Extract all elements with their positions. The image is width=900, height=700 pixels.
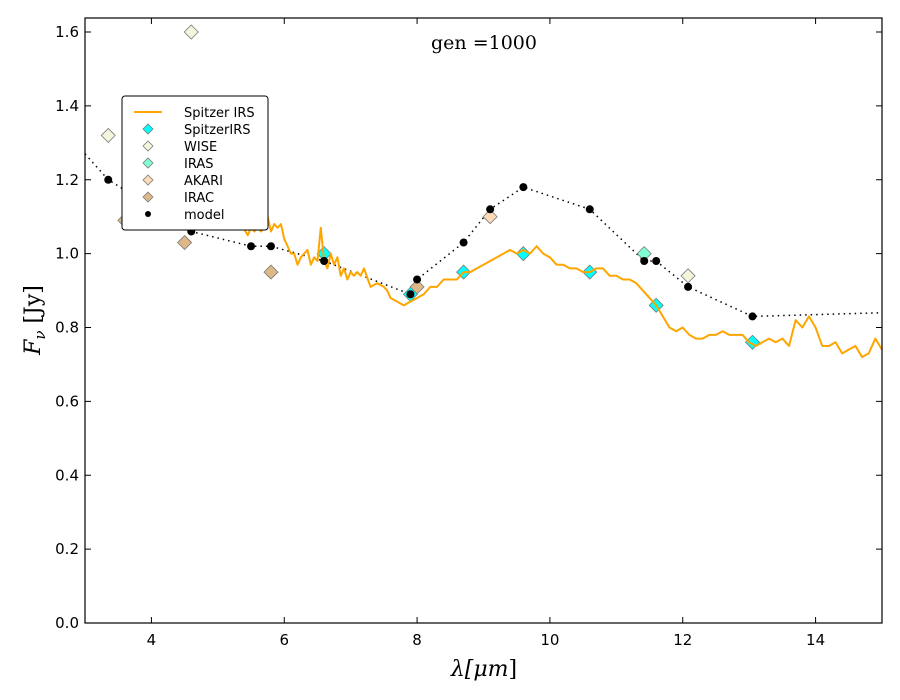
legend-label: IRAS <box>184 157 214 172</box>
axis-ticks: 4 6 8 10 12 14 0.0 0.2 0.4 0.6 0.8 1.0 1.2 1.4 1.6 <box>55 18 882 649</box>
x-tick-label: 8 <box>412 631 422 649</box>
model-point <box>652 257 661 266</box>
x-tick-label: 6 <box>279 631 289 649</box>
y-axis-title-main: F <box>21 339 46 356</box>
model-point <box>413 275 422 284</box>
irac-point <box>177 234 193 251</box>
model-point <box>748 312 757 321</box>
legend-diamond-swatch <box>142 140 154 152</box>
model-point <box>406 290 415 299</box>
wise-point <box>100 127 116 143</box>
model-point <box>519 183 528 192</box>
y-axis-title: Fν [Jy] <box>21 285 49 356</box>
x-axis-title-unit: μm <box>473 657 508 682</box>
y-tick-label: 0.6 <box>55 392 79 410</box>
y-tick-label: 0.2 <box>55 540 79 558</box>
legend-label: IRAC <box>184 191 214 206</box>
legend-diamond-swatch <box>142 123 154 135</box>
model-point <box>640 257 649 266</box>
x-tick-label: 10 <box>540 631 559 649</box>
x-tick-label: 4 <box>147 631 157 649</box>
legend-label: model <box>184 208 224 223</box>
model-point <box>320 257 329 266</box>
annotation-gen: gen =1000 <box>431 32 537 54</box>
legend-circle-swatch <box>145 211 151 217</box>
y-tick-label: 1.4 <box>55 97 79 115</box>
spitzer-irs-point <box>515 246 531 262</box>
x-axis-title: λ[μm] <box>450 657 517 682</box>
model-point <box>459 238 468 247</box>
y-axis-title-group: Fν [Jy] <box>21 285 49 356</box>
y-tick-label: 0.4 <box>55 466 79 484</box>
spitzer-irs-spectrum-line <box>240 215 882 359</box>
y-tick-label: 1.0 <box>55 245 79 263</box>
akari-point <box>482 209 498 225</box>
legend-diamond-swatch <box>142 157 154 169</box>
y-tick-label: 0.0 <box>55 614 79 632</box>
y-tick-label: 0.8 <box>55 319 79 337</box>
x-axis-title-end: ] <box>509 657 518 682</box>
model-point <box>585 205 594 214</box>
legend-label: Spitzer IRS <box>184 106 255 121</box>
y-axis-title-unit: [Jy] <box>21 285 46 330</box>
irac-point <box>263 264 279 280</box>
legend-label: SpitzerIRS <box>184 123 251 138</box>
model-point <box>247 242 256 251</box>
axes-frame <box>84 17 883 624</box>
model-point <box>266 242 275 251</box>
wise-point <box>680 268 696 284</box>
legend-box <box>121 95 269 231</box>
legend-label: AKARI <box>184 174 223 189</box>
legend-label: WISE <box>184 140 217 155</box>
y-tick-label: 1.2 <box>55 171 79 189</box>
legend: Spitzer IRS SpitzerIRS WISE IRAS AKARI IRAC mo… <box>121 95 269 231</box>
model-point <box>104 175 113 184</box>
plot-area <box>85 24 882 359</box>
model-point <box>486 205 495 214</box>
wise-point <box>183 24 199 40</box>
y-axis-title-sub: ν <box>31 331 49 340</box>
legend-diamond-swatch <box>142 191 154 203</box>
model-point <box>684 282 693 291</box>
legend-diamond-swatch <box>142 174 154 186</box>
y-tick-label: 1.6 <box>55 23 79 41</box>
x-tick-label: 14 <box>806 631 825 649</box>
x-axis-title-main: λ[ <box>450 657 474 682</box>
x-tick-label: 12 <box>673 631 692 649</box>
